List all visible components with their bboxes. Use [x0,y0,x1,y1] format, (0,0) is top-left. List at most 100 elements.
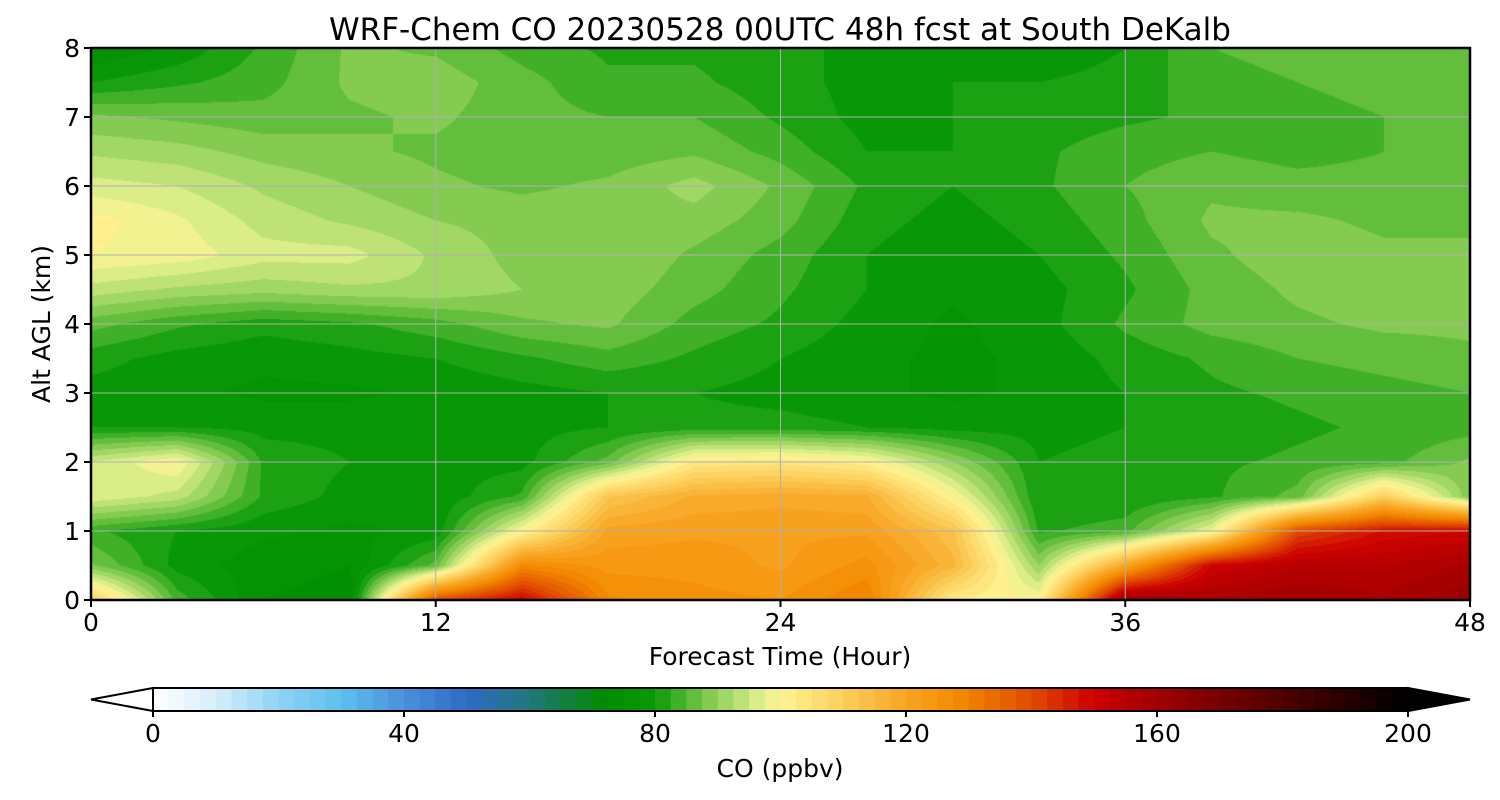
colorbar-segment [1235,688,1252,711]
colorbar-segment [1031,688,1048,711]
colorbar-segment [1298,688,1315,711]
colorbar-label: CO (ppbv) [717,754,844,783]
colorbar-segment [1360,688,1378,711]
colorbar-segment [953,688,970,711]
colorbar-segment [1392,688,1409,711]
colorbar-segment [843,688,860,711]
colorbar-segment [921,688,938,711]
colorbar-segment [827,688,844,711]
colorbar-segment [1313,688,1331,711]
colorbar-segment [1345,688,1362,711]
colorbar-segment [796,688,813,711]
colorbar-segment [153,688,170,711]
chart-title: WRF-Chem CO 20230528 00UTC 48h fcst at S… [329,12,1231,48]
colorbar-segment [1094,688,1111,711]
colorbar-segment [906,688,923,711]
colorbar-segment [811,688,829,711]
colorbar-segment [1141,688,1158,711]
colorbar-segment [1000,688,1017,711]
colorbar-tick-label: 40 [388,719,420,748]
colorbar-segment [749,688,766,711]
colorbar-segment [278,688,295,711]
colorbar-segment [984,688,1001,711]
colorbar-segment [686,688,703,711]
colorbar-segment [639,688,656,711]
colorbar-segment [1219,688,1237,711]
colorbar-tick-label: 0 [145,719,161,748]
colorbar-tick-label: 120 [882,719,930,748]
colorbar-segment [529,688,546,711]
colorbar-segment [1329,688,1346,711]
colorbar-segment [309,688,327,711]
colorbar-segment [890,688,907,711]
colorbar-segment [623,688,640,711]
colorbar-segment [1062,688,1080,711]
colorbar-segment [1204,688,1221,711]
colorbar-segment [513,688,531,711]
colorbar-tick-label: 200 [1384,719,1432,748]
colorbar-segment [764,688,782,711]
colorbar-segment [466,688,484,711]
y-axis-label: Alt AGL (km) [27,245,56,403]
colorbar-segment [262,688,280,711]
colorbar-segment [1251,688,1268,711]
colorbar-segment [733,688,750,711]
colorbar-segment [168,688,185,711]
colorbar-segment [388,688,405,711]
y-tick-label: 7 [64,103,80,132]
colorbar-segment [482,688,499,711]
y-tick-label: 0 [64,586,80,615]
colorbar-segment [545,688,562,711]
y-tick-label: 1 [64,517,80,546]
colorbar-segment [184,688,201,711]
colorbar-segment [419,688,436,711]
x-tick-label: 36 [1109,608,1141,637]
colorbar-segment [294,688,311,711]
colorbar-segment [1109,688,1127,711]
colorbar-segment [435,688,452,711]
colorbar-segment [560,688,578,711]
colorbar-segment [592,688,609,711]
colorbar-segment [341,688,358,711]
colorbar-segment [215,688,233,711]
colorbar: 0 40 80 120 160 200 CO (ppbv) [90,686,1471,783]
colorbar-segment [576,688,593,711]
colorbar-segment [356,688,374,711]
colorbar-segment [1015,688,1033,711]
colorbar-segment [717,688,735,711]
colorbar-segment [1266,688,1284,711]
colorbar-segment [655,688,672,711]
colorbar-segment [1376,688,1393,711]
colorbar-segment [498,688,515,711]
y-tick-label: 3 [64,379,80,408]
colorbar-segment [404,688,421,711]
colorbar-segment [372,688,389,711]
colorbar-segment [451,688,468,711]
colorbar-segment [1157,688,1174,711]
colorbar-segment [937,688,954,711]
y-tick-label: 8 [64,34,80,63]
x-tick-label: 48 [1454,608,1486,637]
colorbar-segment [1047,688,1064,711]
colorbar-segment [702,688,719,711]
colorbar-segment [607,688,625,711]
colorbar-min-extension [90,686,154,713]
colorbar-segment [1188,688,1205,711]
y-axis: 0 1 2 3 4 5 6 7 8 [64,34,91,615]
colorbar-segment [1282,688,1299,711]
colorbar-segment [1125,688,1142,711]
colorbar-segment [1078,688,1095,711]
colorbar-segments [153,688,1409,711]
y-tick-label: 5 [64,241,80,270]
colorbar-segment [874,688,891,711]
colorbar-segment [200,688,217,711]
colorbar-segment [780,688,797,711]
colorbar-tick-label: 80 [639,719,671,748]
x-axis-label: Forecast Time (Hour) [649,642,912,671]
y-tick-label: 4 [64,310,80,339]
colorbar-segment [858,688,876,711]
colorbar-tick-label: 160 [1133,719,1181,748]
x-tick-label: 0 [83,608,99,637]
y-tick-label: 6 [64,172,80,201]
